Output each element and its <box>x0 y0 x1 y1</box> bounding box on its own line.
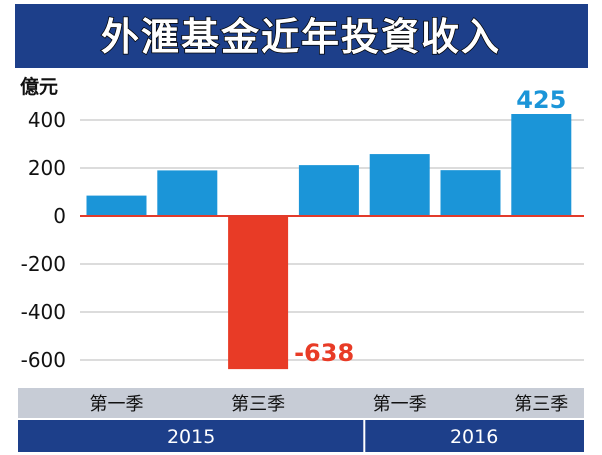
data-label: 425 <box>516 86 566 114</box>
quarter-band <box>18 388 584 418</box>
y-tick-label: 0 <box>53 204 66 228</box>
quarter-label: 第三季 <box>514 394 568 415</box>
data-labels: -638 425 <box>294 86 566 367</box>
bar <box>440 170 501 216</box>
y-tick-labels: 400 200 0 -200 -400 -600 <box>21 108 66 372</box>
y-tick-label: -600 <box>21 348 66 372</box>
bar <box>228 216 289 370</box>
bar <box>369 154 430 216</box>
chart-title: 外滙基金近年投資收入 <box>101 15 501 59</box>
y-axis-unit: 億元 <box>20 75 58 98</box>
year-label: 2015 <box>167 426 215 448</box>
bar <box>157 170 218 216</box>
quarter-label: 第一季 <box>373 394 427 415</box>
year-label: 2016 <box>450 426 498 448</box>
y-tick-label: 200 <box>28 156 66 180</box>
y-tick-label: -400 <box>21 300 66 324</box>
quarter-label: 第三季 <box>231 394 285 415</box>
bar <box>511 114 572 216</box>
bar <box>298 165 359 216</box>
grid-lines <box>80 119 584 361</box>
data-label: -638 <box>294 339 354 367</box>
y-tick-label: -200 <box>21 252 66 276</box>
y-tick-label: 400 <box>28 108 66 132</box>
bar <box>86 195 147 216</box>
bars <box>86 114 572 370</box>
quarter-label: 第一季 <box>90 394 144 415</box>
title-band <box>15 4 588 68</box>
category-axis: 第一季 第三季 第一季 第三季 2015 2016 <box>18 388 584 452</box>
year-band <box>18 420 584 452</box>
